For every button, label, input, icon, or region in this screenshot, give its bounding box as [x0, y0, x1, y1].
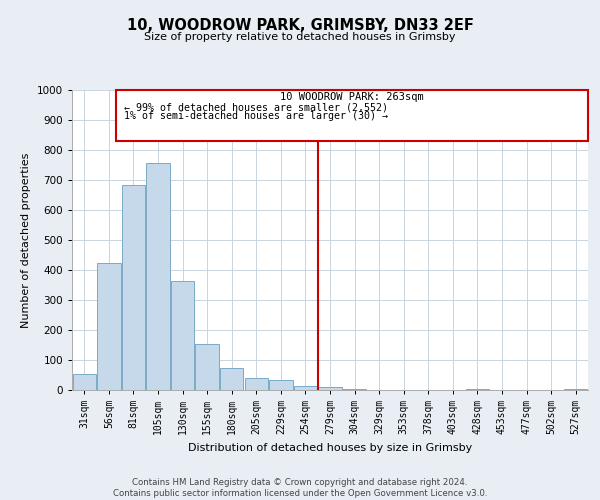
Text: Size of property relative to detached houses in Grimsby: Size of property relative to detached ho… — [144, 32, 456, 42]
Text: 10, WOODROW PARK, GRIMSBY, DN33 2EF: 10, WOODROW PARK, GRIMSBY, DN33 2EF — [127, 18, 473, 32]
Bar — [73, 374, 96, 390]
Bar — [196, 344, 219, 390]
Bar — [97, 262, 121, 390]
Text: ← 99% of detached houses are smaller (2,552): ← 99% of detached houses are smaller (2,… — [124, 102, 388, 112]
Bar — [343, 388, 366, 390]
X-axis label: Distribution of detached houses by size in Grimsby: Distribution of detached houses by size … — [188, 442, 472, 452]
Bar — [171, 282, 194, 390]
Bar — [564, 388, 587, 390]
Text: Contains HM Land Registry data © Crown copyright and database right 2024.
Contai: Contains HM Land Registry data © Crown c… — [113, 478, 487, 498]
FancyBboxPatch shape — [116, 90, 588, 141]
Bar — [319, 387, 341, 390]
Y-axis label: Number of detached properties: Number of detached properties — [21, 152, 31, 328]
Bar — [269, 380, 293, 390]
Text: 10 WOODROW PARK: 263sqm: 10 WOODROW PARK: 263sqm — [280, 92, 424, 102]
Bar — [245, 378, 268, 390]
Text: 1% of semi-detached houses are larger (30) →: 1% of semi-detached houses are larger (3… — [124, 112, 388, 122]
Bar — [294, 386, 317, 390]
Bar — [466, 388, 489, 390]
Bar — [146, 163, 170, 390]
Bar — [220, 368, 244, 390]
Bar — [122, 184, 145, 390]
